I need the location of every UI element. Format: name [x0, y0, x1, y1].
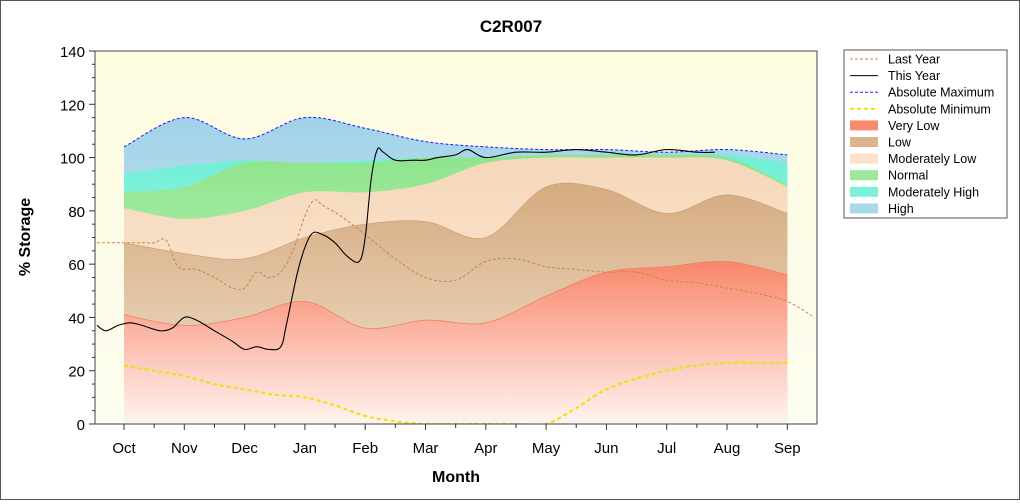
series-lines	[96, 116, 815, 424]
last-year-line	[96, 199, 815, 318]
x-tick-label: Jul	[657, 440, 676, 457]
legend-band-swatch	[850, 170, 878, 181]
x-axis-label: Month	[432, 469, 480, 486]
band-very-low-edge	[123, 260, 788, 330]
legend-label: Moderately Low	[888, 152, 977, 166]
legend-item: Absolute Maximum	[850, 86, 994, 100]
band-low-edge	[123, 182, 788, 260]
legend-band-swatch	[850, 186, 878, 197]
legend-label: Last Year	[888, 53, 940, 67]
this-year-line	[96, 147, 715, 351]
legend-item: Last Year	[850, 53, 940, 67]
x-axis: Oct Nov Dec Jan Feb Mar Apr May Jun Jul Aug Sep	[112, 424, 801, 457]
y-axis: 0 20 40 60 80 100 120 140	[60, 44, 95, 434]
legend-label: This Year	[888, 69, 940, 83]
y-tick-label: 80	[68, 204, 85, 221]
legend-band-swatch	[850, 153, 878, 164]
x-tick-label: Oct	[112, 440, 136, 457]
x-tick-label: Apr	[474, 440, 497, 457]
legend-item: Moderately High	[850, 185, 979, 199]
plot-area	[94, 50, 818, 425]
x-tick-label: Aug	[714, 440, 741, 457]
percentile-bands	[123, 117, 788, 424]
legend-label: Moderately High	[888, 185, 979, 199]
x-tick-label: Jan	[293, 440, 317, 457]
absolute-minimum-line	[123, 361, 788, 424]
absolute-maximum-line	[123, 116, 788, 156]
y-tick-label: 100	[60, 151, 85, 168]
y-axis-label: % Storage	[17, 198, 34, 276]
legend: Last Year This Year Absolute Maximum Absolu…	[843, 49, 1008, 219]
legend-item: Normal	[850, 169, 928, 183]
x-tick-label: Nov	[171, 440, 198, 457]
legend-band-swatch	[850, 203, 878, 214]
x-tick-label: Feb	[352, 440, 378, 457]
legend-label: Absolute Maximum	[888, 86, 994, 100]
legend-label: Low	[888, 136, 912, 150]
legend-item: Moderately Low	[850, 152, 977, 166]
legend-item: Very Low	[850, 119, 940, 133]
x-tick-label: Sep	[774, 440, 801, 457]
chart-title: C2R007	[480, 17, 542, 36]
legend-item: Absolute Minimum	[850, 102, 991, 116]
y-tick-label: 40	[68, 310, 85, 327]
x-tick-label: Dec	[231, 440, 258, 457]
y-tick-label: 140	[60, 44, 85, 61]
x-tick-label: Mar	[413, 440, 439, 457]
legend-label: Absolute Minimum	[888, 102, 991, 116]
legend-label: High	[888, 202, 914, 216]
y-tick-label: 20	[68, 364, 85, 381]
legend-label: Very Low	[888, 119, 940, 133]
y-tick-label: 0	[77, 417, 85, 434]
legend-item: Low	[850, 136, 912, 150]
x-tick-label: Jun	[594, 440, 618, 457]
legend-band-swatch	[850, 137, 878, 147]
legend-label: Normal	[888, 169, 928, 183]
legend-band-swatch	[850, 120, 878, 131]
legend-item: This Year	[850, 69, 940, 83]
y-tick-label: 120	[60, 97, 85, 114]
legend-item: High	[850, 202, 914, 216]
y-tick-label: 60	[68, 257, 85, 274]
x-tick-label: May	[532, 440, 561, 457]
